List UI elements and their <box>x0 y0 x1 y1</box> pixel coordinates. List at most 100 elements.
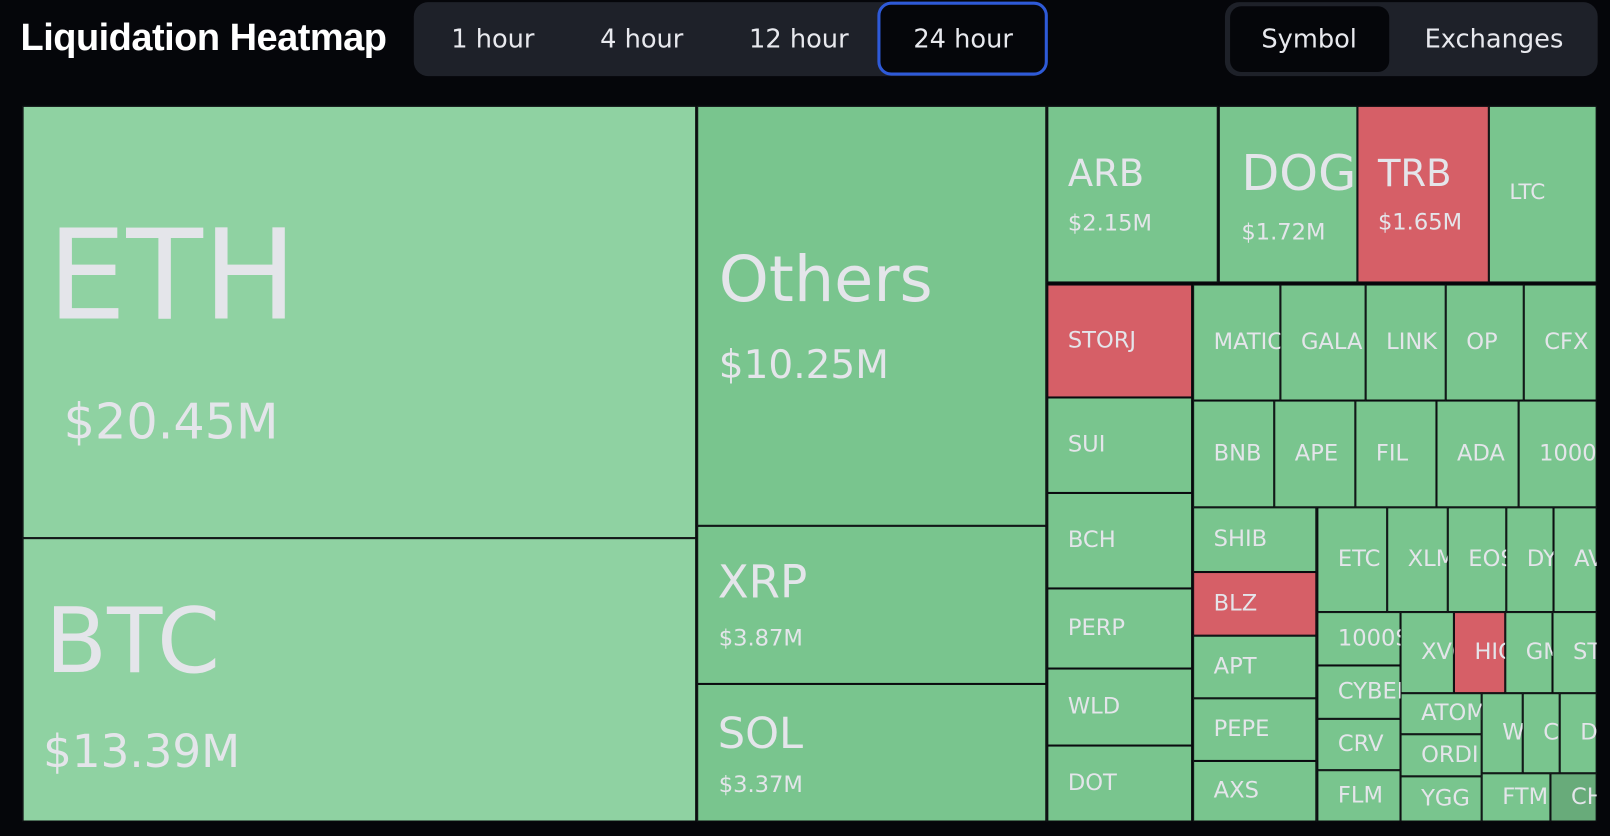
tile-symbol: ADA <box>1457 440 1505 466</box>
tile[interactable]: SHIB <box>1193 507 1317 573</box>
tile-symbol: GMT <box>1526 639 1577 665</box>
tile-symbol: FTM <box>1502 784 1548 810</box>
tile-background <box>1047 105 1218 283</box>
tile-symbol: ETH <box>47 203 297 349</box>
tile[interactable]: XVG <box>1400 612 1470 694</box>
tile[interactable]: 1000SATS <box>1317 612 1452 666</box>
tile[interactable]: FTM <box>1481 773 1551 822</box>
timeframe-tab[interactable]: 24 hour <box>913 25 1013 55</box>
tile[interactable]: YGG <box>1400 776 1482 822</box>
tile-symbol: SHIB <box>1214 526 1267 552</box>
tile-symbol: BTC <box>45 589 220 694</box>
tile[interactable]: STORJ <box>1047 284 1193 398</box>
tile[interactable]: MATIC <box>1193 284 1283 401</box>
timeframe-tab[interactable]: 12 hour <box>749 25 849 55</box>
tile[interactable]: FLM <box>1317 770 1401 822</box>
tile-symbol: YGG <box>1420 785 1470 811</box>
treemap: ETH $20.45M BTC $13.39M Others $10.25M XRP $3.8… <box>22 105 1610 822</box>
view-selected[interactable] <box>1230 6 1390 72</box>
tile[interactable]: TRB $1.65M <box>1357 105 1489 283</box>
tile-background <box>1193 400 1275 508</box>
tile[interactable]: EOS <box>1447 507 1515 613</box>
tile[interactable]: PEPE <box>1193 698 1317 761</box>
tile-symbol: AVAX <box>1574 546 1610 572</box>
tile[interactable]: PERP <box>1047 588 1193 669</box>
tile[interactable]: APE <box>1274 400 1356 508</box>
tile-symbol: CFX <box>1544 329 1588 355</box>
tile[interactable]: W <box>1481 693 1525 774</box>
view-tab[interactable]: Exchanges <box>1425 25 1564 55</box>
tile-background <box>1523 284 1597 401</box>
tile[interactable]: D <box>1559 693 1598 774</box>
tile[interactable]: ARB $2.15M <box>1047 105 1218 283</box>
tile-background <box>1506 507 1554 613</box>
tile-symbol: DOGE <box>1241 144 1387 202</box>
tile[interactable]: Others $10.25M <box>697 105 1047 526</box>
tile[interactable]: XLM <box>1387 507 1455 613</box>
page-title: Liquidation Heatmap <box>21 17 387 59</box>
tile[interactable]: FIL <box>1355 400 1437 508</box>
tile[interactable]: BCH <box>1047 492 1193 589</box>
tile[interactable]: BNB <box>1193 400 1275 508</box>
tile-value: $3.37M <box>719 772 803 798</box>
tile-background <box>1047 492 1193 589</box>
tile-symbol: AXS <box>1214 778 1259 804</box>
tile[interactable]: BLZ <box>1193 572 1317 636</box>
tile-symbol: D <box>1580 720 1597 746</box>
tile-background <box>1193 635 1317 699</box>
tile[interactable]: WLD <box>1047 668 1193 746</box>
tile[interactable]: HIGH <box>1453 612 1533 694</box>
tile[interactable]: CYBER <box>1317 665 1412 719</box>
tile-background <box>697 105 1047 526</box>
tile-symbol: ETC <box>1338 546 1381 572</box>
tile[interactable]: ETC <box>1317 507 1388 613</box>
tile-background <box>1481 773 1551 822</box>
tile[interactable]: C <box>1522 693 1560 774</box>
tile[interactable]: APT <box>1193 635 1317 699</box>
timeframe-selected[interactable] <box>877 1 1048 76</box>
tile[interactable]: GALA <box>1280 284 1366 401</box>
tile[interactable]: ATOM <box>1400 693 1486 735</box>
view-tab[interactable]: Symbol <box>1261 25 1357 55</box>
tile-background <box>1047 588 1193 669</box>
tile-background <box>1522 693 1560 774</box>
tile-symbol: APE <box>1295 440 1338 466</box>
tile[interactable]: ADA <box>1436 400 1519 508</box>
tile-value: $13.39M <box>43 725 240 778</box>
tile[interactable]: CRV <box>1317 718 1401 771</box>
tile[interactable]: CHZ <box>1550 773 1610 822</box>
tile-background <box>1481 693 1523 774</box>
tile[interactable]: SUI <box>1047 397 1193 493</box>
tile[interactable]: LTC <box>1488 105 1597 283</box>
tile[interactable]: GMT <box>1505 612 1577 694</box>
tile-symbol: DOT <box>1068 770 1117 796</box>
tile[interactable]: STX <box>1552 612 1610 694</box>
tile[interactable]: AXS <box>1193 760 1317 822</box>
tile[interactable]: 1000FLOKI <box>1518 400 1610 508</box>
tile-background <box>1488 105 1597 283</box>
tile[interactable]: SOL $3.37M <box>697 683 1047 822</box>
tile-symbol: BNB <box>1214 440 1262 466</box>
tile[interactable]: BTC $13.39M <box>22 538 697 822</box>
tile[interactable]: CFX <box>1523 284 1597 401</box>
tile[interactable]: LINK <box>1365 284 1446 401</box>
tile[interactable]: OP <box>1445 284 1524 401</box>
timeframe-tab[interactable]: 4 hour <box>600 25 684 55</box>
tile-symbol: STX <box>1573 639 1610 665</box>
tile[interactable]: DOGE $1.72M <box>1218 105 1388 283</box>
tile-symbol: 1000SATS <box>1338 625 1452 651</box>
tile-background <box>697 525 1047 684</box>
tile[interactable]: DOT <box>1047 745 1193 822</box>
tile-background <box>1447 507 1507 613</box>
tile[interactable]: ETH $20.45M <box>22 105 697 539</box>
tile-symbol: PERP <box>1068 615 1125 641</box>
tile[interactable]: ORDI <box>1400 734 1482 777</box>
tile-symbol: PEPE <box>1214 716 1270 742</box>
tile[interactable]: XRP $3.87M <box>697 525 1047 684</box>
tile[interactable]: DYDX <box>1506 507 1589 613</box>
timeframe-tab[interactable]: 1 hour <box>451 25 535 55</box>
tile-symbol: STORJ <box>1068 327 1136 353</box>
tile[interactable]: AVAX <box>1553 507 1610 613</box>
tile-background <box>1400 693 1482 735</box>
